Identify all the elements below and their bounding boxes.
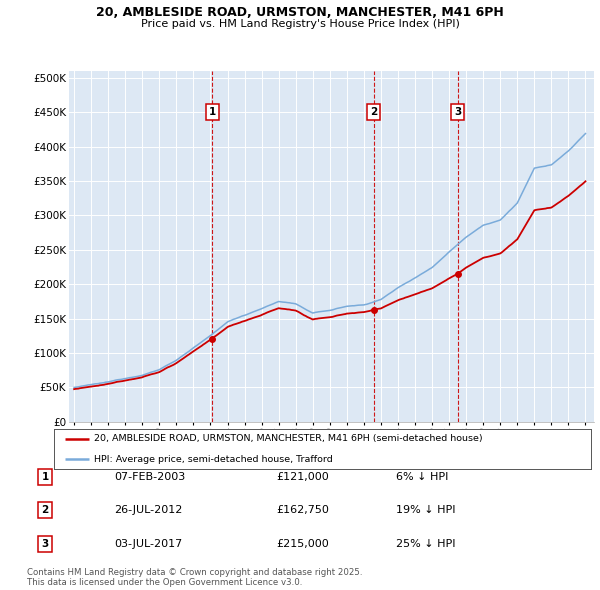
Text: 25% ↓ HPI: 25% ↓ HPI <box>396 539 455 549</box>
Text: 2: 2 <box>370 107 377 117</box>
Text: 20, AMBLESIDE ROAD, URMSTON, MANCHESTER, M41 6PH: 20, AMBLESIDE ROAD, URMSTON, MANCHESTER,… <box>96 6 504 19</box>
Text: 1: 1 <box>41 472 49 481</box>
Text: HPI: Average price, semi-detached house, Trafford: HPI: Average price, semi-detached house,… <box>94 454 333 464</box>
Text: Price paid vs. HM Land Registry's House Price Index (HPI): Price paid vs. HM Land Registry's House … <box>140 19 460 29</box>
Text: 3: 3 <box>41 539 49 549</box>
Text: 20, AMBLESIDE ROAD, URMSTON, MANCHESTER, M41 6PH (semi-detached house): 20, AMBLESIDE ROAD, URMSTON, MANCHESTER,… <box>94 434 483 444</box>
Text: 1: 1 <box>209 107 216 117</box>
Text: Contains HM Land Registry data © Crown copyright and database right 2025.
This d: Contains HM Land Registry data © Crown c… <box>27 568 362 587</box>
Text: 6% ↓ HPI: 6% ↓ HPI <box>396 472 448 481</box>
Text: £121,000: £121,000 <box>276 472 329 481</box>
Text: 26-JUL-2012: 26-JUL-2012 <box>114 506 182 515</box>
Text: £162,750: £162,750 <box>276 506 329 515</box>
Text: 2: 2 <box>41 506 49 515</box>
Text: 03-JUL-2017: 03-JUL-2017 <box>114 539 182 549</box>
Text: £215,000: £215,000 <box>276 539 329 549</box>
Text: 07-FEB-2003: 07-FEB-2003 <box>114 472 185 481</box>
Text: 3: 3 <box>454 107 461 117</box>
Text: 19% ↓ HPI: 19% ↓ HPI <box>396 506 455 515</box>
